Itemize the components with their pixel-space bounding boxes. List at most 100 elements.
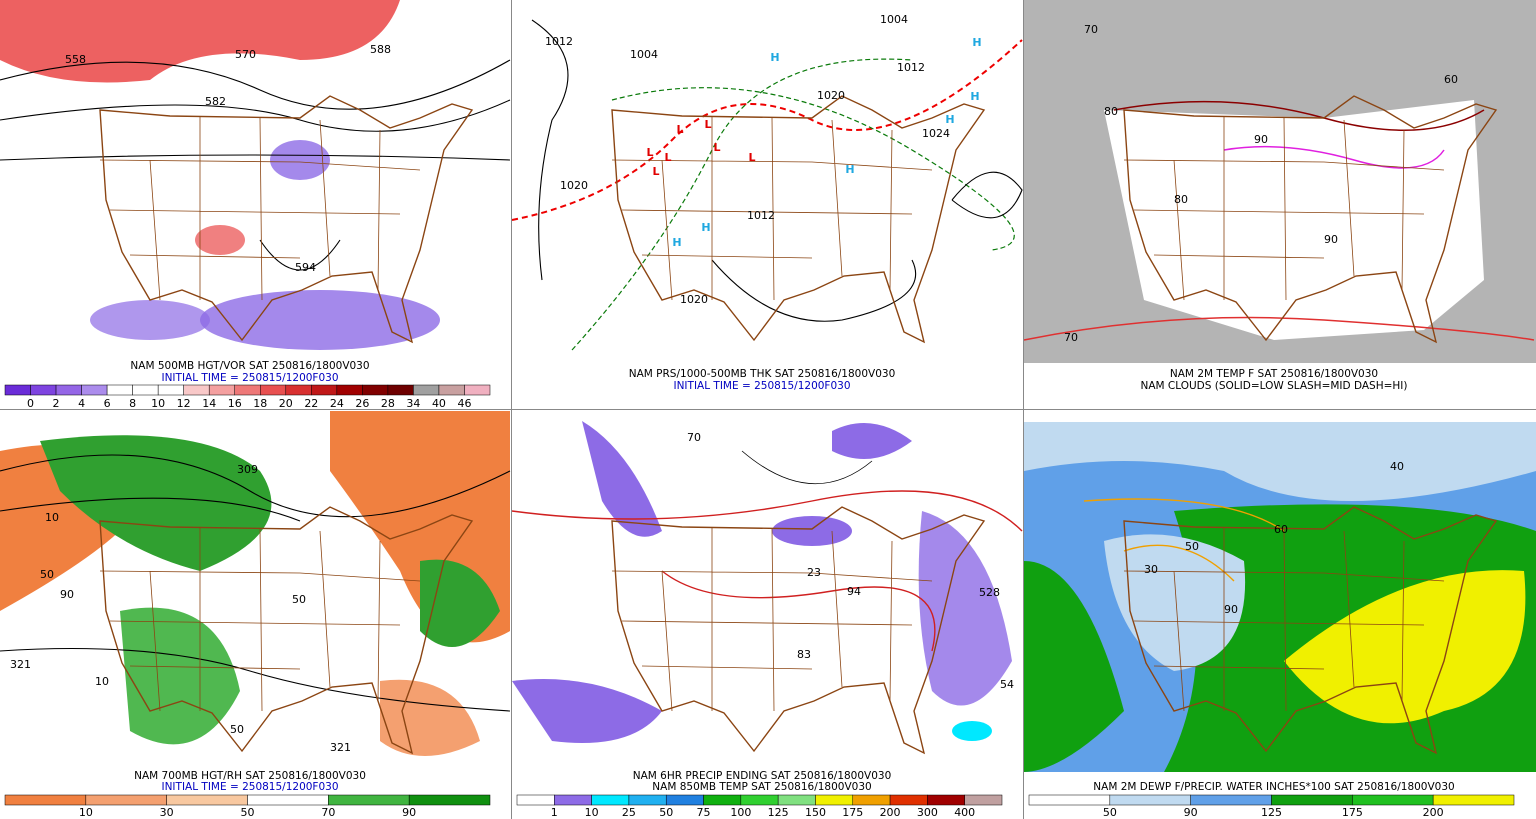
colorbar-label: 25 — [622, 806, 636, 819]
colorbar-label: 2 — [53, 397, 60, 410]
colorbar-swatch — [777, 794, 816, 806]
colorbar-label: 90 — [402, 806, 416, 819]
colorbar-label: 125 — [768, 806, 789, 819]
colorbar-swatch — [889, 794, 928, 806]
contour-label: 50 — [292, 593, 306, 606]
pressure-center: H — [770, 51, 779, 64]
pressure-center: H — [972, 36, 981, 49]
contour-label: 23 — [807, 566, 821, 579]
pressure-center: L — [646, 146, 653, 159]
colorbar-label: 150 — [805, 806, 826, 819]
colorbar-swatch — [1271, 794, 1353, 806]
pressure-center: L — [664, 151, 671, 164]
colorbar-label: 1 — [551, 806, 558, 819]
caption: INITIAL TIME = 250815/1200F030 — [161, 781, 338, 793]
contour-label: 60 — [1444, 73, 1458, 86]
panel-2-map — [511, 0, 1023, 358]
contour-label: 50 — [1185, 540, 1199, 553]
contour-label: 1020 — [680, 293, 708, 306]
colorbar-swatch — [285, 384, 312, 396]
colorbar-swatch — [260, 384, 287, 396]
caption: NAM 700MB HGT/RH SAT 250816/1800V030 — [134, 770, 366, 782]
colorbar-swatch — [387, 384, 414, 396]
colorbar-label: 400 — [954, 806, 975, 819]
colorbar-label: 300 — [917, 806, 938, 819]
colorbar-label: 100 — [730, 806, 751, 819]
contour-label: 558 — [65, 53, 86, 66]
colorbar-swatch — [815, 794, 854, 806]
contour-label: 40 — [1390, 460, 1404, 473]
panel: NAM PRS/1000-500MB THK SAT 250816/1800V0… — [629, 368, 896, 392]
colorbar-label: 34 — [406, 397, 420, 410]
pressure-center: L — [652, 165, 659, 178]
map-labels: 558 570 582 594 588 — [65, 43, 391, 274]
colorbar-swatch — [964, 794, 1003, 806]
contour-label: 83 — [797, 648, 811, 661]
caption: NAM PRS/1000-500MB THK SAT 250816/1800V0… — [629, 368, 896, 380]
contour-label: 80 — [1174, 193, 1188, 206]
colorbar-label: 50 — [241, 806, 255, 819]
contour-label: 10 — [45, 511, 59, 524]
contour-label: 570 — [235, 48, 256, 61]
contour-label: 309 — [237, 463, 258, 476]
colorbar-label: 175 — [1342, 806, 1363, 819]
colorbar-swatch — [740, 794, 779, 806]
colorbar-swatch — [311, 384, 338, 396]
caption: INITIAL TIME = 250815/1200F030 — [161, 372, 338, 384]
map-labels: 40 50 30 90 60 — [1144, 460, 1404, 616]
colorbar-swatch — [208, 384, 235, 396]
colorbar-swatch — [1109, 794, 1191, 806]
panel-6-map — [1024, 422, 1536, 772]
colorbar-swatch — [438, 384, 465, 396]
colorbar-swatch — [362, 384, 389, 396]
contour-label: 321 — [10, 658, 31, 671]
colorbar-label: 12 — [177, 397, 191, 410]
contour-label: 1012 — [747, 209, 775, 222]
colorbar-label: 14 — [202, 397, 216, 410]
colorbar-swatch — [1432, 794, 1515, 806]
contour-label: 1020 — [560, 179, 588, 192]
colorbar-swatch — [408, 794, 491, 806]
colorbar-swatch — [4, 384, 31, 396]
colorbar-label: 50 — [1103, 806, 1117, 819]
contour-label: 1020 — [817, 89, 845, 102]
colorbar-swatch — [665, 794, 704, 806]
contour-label: 70 — [687, 431, 701, 444]
pressure-center: L — [676, 123, 683, 136]
colorbar-label: 8 — [129, 397, 136, 410]
panel: NAM 500MB HGT/VOR SAT 250816/1800V030INI… — [4, 360, 491, 410]
colorbar-label: 10 — [585, 806, 599, 819]
contour-label: 1024 — [922, 127, 950, 140]
contour-label: 70 — [1084, 23, 1098, 36]
contour-label: 50 — [40, 568, 54, 581]
colorbar-swatch — [183, 384, 210, 396]
caption: NAM CLOUDS (SOLID=LOW SLASH=MID DASH=HI) — [1140, 380, 1407, 392]
colorbar-label: 46 — [457, 397, 471, 410]
colorbar-label: 18 — [253, 397, 267, 410]
colorbar-label: 50 — [659, 806, 673, 819]
colorbar-label: 90 — [1184, 806, 1198, 819]
caption: NAM 6HR PRECIP ENDING SAT 250816/1800V03… — [633, 770, 892, 782]
contour-label: 90 — [60, 588, 74, 601]
colorbar-swatch — [1352, 794, 1434, 806]
caption: INITIAL TIME = 250815/1200F030 — [673, 380, 850, 392]
colorbar-swatch — [852, 794, 891, 806]
colorbar-swatch — [516, 794, 555, 806]
colorbar-swatch — [1190, 794, 1272, 806]
colorbar-swatch — [4, 794, 87, 806]
colorbar-swatch — [132, 384, 159, 396]
contour-label: 10 — [95, 675, 109, 688]
caption: NAM 2M TEMP F SAT 250816/1800V030 — [1170, 368, 1378, 380]
pressure-center: L — [704, 118, 711, 131]
contour-label: 90 — [1324, 233, 1338, 246]
contour-label: 80 — [1104, 105, 1118, 118]
colorbar-label: 0 — [27, 397, 34, 410]
colorbar-swatch — [81, 384, 108, 396]
contour-label: 94 — [847, 585, 861, 598]
contour-label: 582 — [205, 95, 226, 108]
colorbar-label: 200 — [880, 806, 901, 819]
